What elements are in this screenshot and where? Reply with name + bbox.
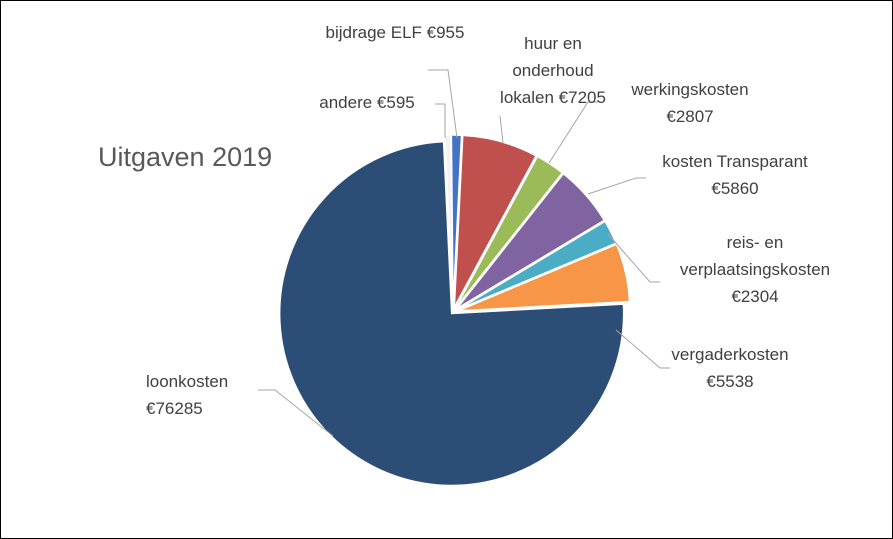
value-label: €7205 <box>558 88 606 107</box>
category-label: werkingskosten <box>631 80 749 99</box>
value-label: €2304 <box>731 287 779 306</box>
leader-line <box>258 389 334 437</box>
pie-slice <box>455 155 564 309</box>
value-label: €5538 <box>706 372 754 391</box>
value-label: €595 <box>376 93 415 112</box>
data-label: reis- en verplaatsingskosten €2304 <box>665 229 845 310</box>
data-label: huur en onderhoud lokalen €7205 <box>492 30 614 111</box>
leader-lines <box>258 69 670 437</box>
data-label: loonkosten €76285 <box>146 368 256 422</box>
leader-line <box>499 115 504 144</box>
data-label: andere €595 <box>292 89 442 116</box>
category-label: loonkosten <box>146 372 229 391</box>
data-label: vergaderkosten €5538 <box>655 341 805 395</box>
leader-line <box>615 329 670 369</box>
leader-line <box>428 69 458 139</box>
data-label: bijdrage ELF €955 <box>320 19 470 46</box>
category-label: bijdrage ELF <box>325 23 422 42</box>
value-label: €76285 <box>146 399 203 418</box>
category-label: kosten Transparant <box>662 152 808 171</box>
value-label: €5860 <box>711 179 759 198</box>
value-label: €2807 <box>666 107 714 126</box>
leader-line <box>548 101 598 164</box>
category-label: huur en onderhoud lokalen <box>500 34 594 107</box>
category-label: reis- en verplaatsingskosten <box>679 233 831 279</box>
value-label: €955 <box>426 23 465 42</box>
pie-slice <box>456 172 606 310</box>
category-label: vergaderkosten <box>671 345 789 364</box>
pie-slice <box>453 134 538 308</box>
data-label: kosten Transparant €5860 <box>645 148 825 202</box>
leader-line <box>607 233 660 283</box>
leader-line <box>587 177 646 195</box>
chart-title: Uitgaven 2019 <box>98 142 273 172</box>
category-label: andere <box>319 93 373 112</box>
pie-slice <box>278 140 625 487</box>
data-label: werkingskosten €2807 <box>610 76 770 130</box>
slices <box>278 134 631 487</box>
leader-line <box>435 103 446 138</box>
